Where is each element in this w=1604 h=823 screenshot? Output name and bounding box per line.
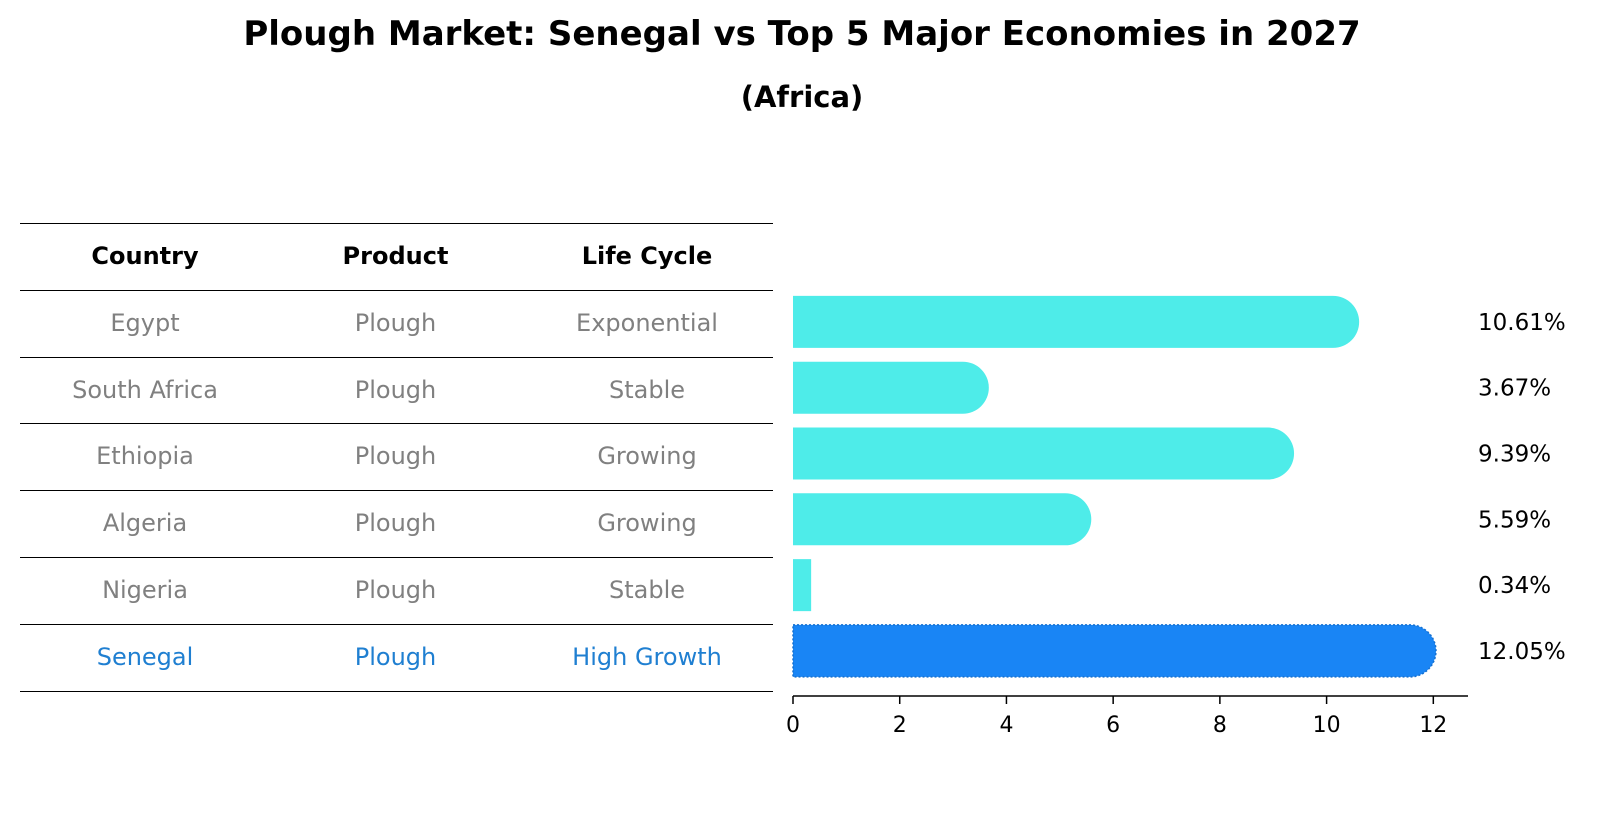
cell-country: South Africa <box>72 375 218 404</box>
cell-product: Plough <box>354 375 437 404</box>
table-row: Algeria Plough Growing <box>20 491 773 558</box>
bar-algeria <box>793 493 1092 546</box>
bar-value-label: 12.05% <box>1478 639 1566 665</box>
bar-value-label: 3.67% <box>1478 376 1551 402</box>
table-row: Nigeria Plough Stable <box>20 558 773 625</box>
cell-life-cycle: Stable <box>608 375 686 404</box>
x-tick-label: 0 <box>786 713 800 738</box>
cell-product: Plough <box>354 575 437 604</box>
bar-value-label: 0.34% <box>1478 573 1551 599</box>
cell-product: Plough <box>354 642 437 671</box>
bar-ethiopia <box>793 427 1295 480</box>
cell-product: Plough <box>354 509 437 538</box>
cell-country: Algeria <box>102 509 188 538</box>
data-table: Country Product Life Cycle Egypt Plough … <box>20 223 773 692</box>
x-tick-label: 6 <box>1106 713 1120 738</box>
bar-senegal <box>792 624 1437 678</box>
cell-life-cycle: Growing <box>597 442 697 471</box>
table-row: Egypt Plough Exponential <box>20 291 773 358</box>
header-product: Product <box>342 242 449 270</box>
header-life-cycle: Life Cycle <box>581 242 713 270</box>
bar-value-label: 5.59% <box>1478 507 1551 533</box>
cell-country: Ethiopia <box>96 442 194 471</box>
cell-life-cycle: Growing <box>597 509 697 538</box>
cell-product: Plough <box>354 308 437 337</box>
cell-country: Egypt <box>110 308 180 337</box>
bar-south-africa <box>793 361 989 414</box>
bar-nigeria <box>793 559 812 612</box>
bar-value-label: 10.61% <box>1478 310 1566 336</box>
chart-title: Plough Market: Senegal vs Top 5 Major Ec… <box>243 14 1361 54</box>
chart-subtitle: (Africa) <box>740 80 864 114</box>
x-tick-label: 2 <box>893 713 907 738</box>
cell-life-cycle: Exponential <box>576 308 718 337</box>
cell-country: Nigeria <box>102 575 188 604</box>
table-row-highlight: Senegal Plough High Growth <box>20 625 773 692</box>
x-tick-label: 4 <box>999 713 1013 738</box>
x-tick-label: 10 <box>1313 713 1341 738</box>
table-header-row: Country Product Life Cycle <box>20 223 773 291</box>
bar-value-label: 9.39% <box>1478 442 1551 468</box>
table-row: South Africa Plough Stable <box>20 358 773 425</box>
header-country: Country <box>91 242 199 270</box>
x-tick-label: 8 <box>1213 713 1227 738</box>
cell-product: Plough <box>354 442 437 471</box>
table-row: Ethiopia Plough Growing <box>20 424 773 492</box>
cell-life-cycle: High Growth <box>572 642 722 671</box>
bar-egypt <box>793 295 1360 348</box>
x-tick-label: 12 <box>1419 713 1447 738</box>
cell-life-cycle: Stable <box>608 575 686 604</box>
cell-country: Senegal <box>96 642 194 671</box>
